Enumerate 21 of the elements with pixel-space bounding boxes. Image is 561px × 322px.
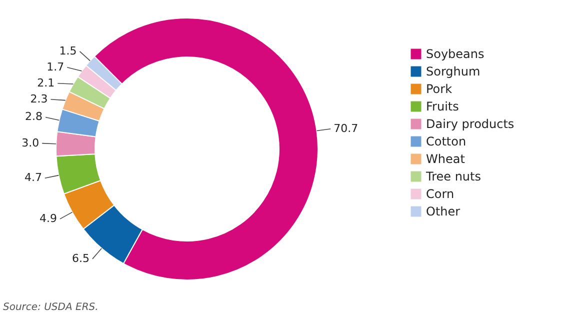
data-label: 70.7 (334, 122, 358, 135)
data-label: 1.7 (46, 60, 64, 74)
data-label: 1.5 (59, 44, 77, 58)
data-label: 2.3 (30, 92, 48, 106)
legend-label: Sorghum (426, 64, 480, 78)
data-label: 2.8 (25, 110, 43, 124)
legend-label: Other (426, 204, 460, 218)
legend-label: Cotton (426, 134, 466, 148)
legend-label: Corn (426, 187, 454, 201)
legend-label: Dairy products (426, 117, 514, 131)
data-label: 4.7 (24, 171, 42, 184)
data-label: 2.1 (37, 76, 55, 90)
source-note: Source: USDA ERS. (3, 302, 98, 313)
legend-label: Soybeans (426, 47, 484, 61)
legend-label: Wheat (426, 152, 466, 166)
legend-label: Tree nuts (425, 170, 481, 184)
data-label: 3.0 (22, 136, 40, 150)
legend-label: Fruits (426, 100, 459, 114)
data-label: 4.9 (39, 212, 57, 225)
legend-label: Pork (426, 82, 452, 96)
data-label: 6.5 (72, 252, 90, 265)
